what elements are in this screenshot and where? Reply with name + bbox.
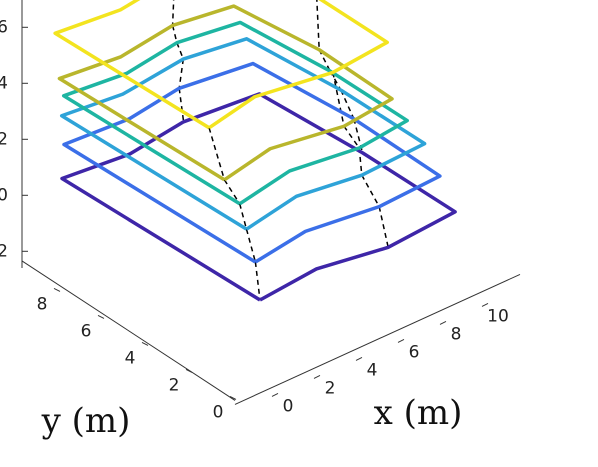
y-tick — [97, 314, 105, 319]
y-tick — [229, 395, 237, 400]
drop-line — [223, 179, 241, 205]
drop-line — [245, 228, 257, 263]
y-tick-label: 8 — [37, 294, 48, 314]
z-tick-label: -2 — [0, 241, 8, 261]
drop-line — [178, 58, 185, 89]
x-tick-label: 6 — [409, 342, 420, 362]
y-tick — [141, 341, 149, 346]
y-tick — [185, 368, 193, 373]
x-tick-label: 0 — [283, 396, 294, 416]
contour-line — [53, 0, 389, 130]
drop-line — [316, 0, 320, 50]
y-tick-label: 4 — [125, 348, 136, 368]
z-tick-label: 2 — [0, 129, 8, 149]
drop-line — [238, 203, 248, 230]
x-tick-label: 10 — [487, 306, 509, 326]
x-tick — [397, 338, 405, 343]
x-tick-label: 4 — [367, 360, 378, 380]
drop-line — [178, 88, 185, 122]
drop-line — [361, 174, 380, 208]
z-tick-label: 6 — [0, 17, 8, 37]
drop-line — [254, 261, 261, 301]
x-tick — [439, 320, 447, 325]
x-tick — [271, 392, 279, 397]
y-axis-line — [21, 260, 236, 401]
y-tick — [53, 287, 61, 292]
x-tick-label: 2 — [325, 378, 336, 398]
contour-line — [59, 37, 427, 231]
contour-line — [62, 61, 442, 264]
y-tick-label: 2 — [169, 375, 180, 395]
y-tick-label: 6 — [81, 321, 92, 341]
y-tick-label: 0 — [213, 402, 224, 422]
drop-line — [171, 0, 175, 26]
x-tick — [481, 302, 489, 307]
drop-line — [378, 206, 389, 248]
drop-line — [176, 42, 184, 60]
contour-line — [61, 20, 409, 206]
x-tick — [355, 356, 363, 361]
contour-line — [60, 92, 457, 302]
x-tick — [313, 374, 321, 379]
contour-line — [57, 4, 394, 182]
z-tick-label: 0 — [0, 185, 8, 205]
x-tick-label: 8 — [451, 324, 462, 344]
x-axis-label: x (m) — [374, 393, 463, 433]
drop-line — [318, 49, 331, 72]
y-axis-label: y (m) — [41, 401, 131, 441]
x-axis-line — [234, 273, 521, 405]
z-tick-label: 4 — [0, 73, 8, 93]
drop-line — [171, 25, 178, 43]
drop-line — [208, 127, 226, 181]
drop-line — [332, 72, 345, 127]
drop-line — [343, 125, 360, 149]
